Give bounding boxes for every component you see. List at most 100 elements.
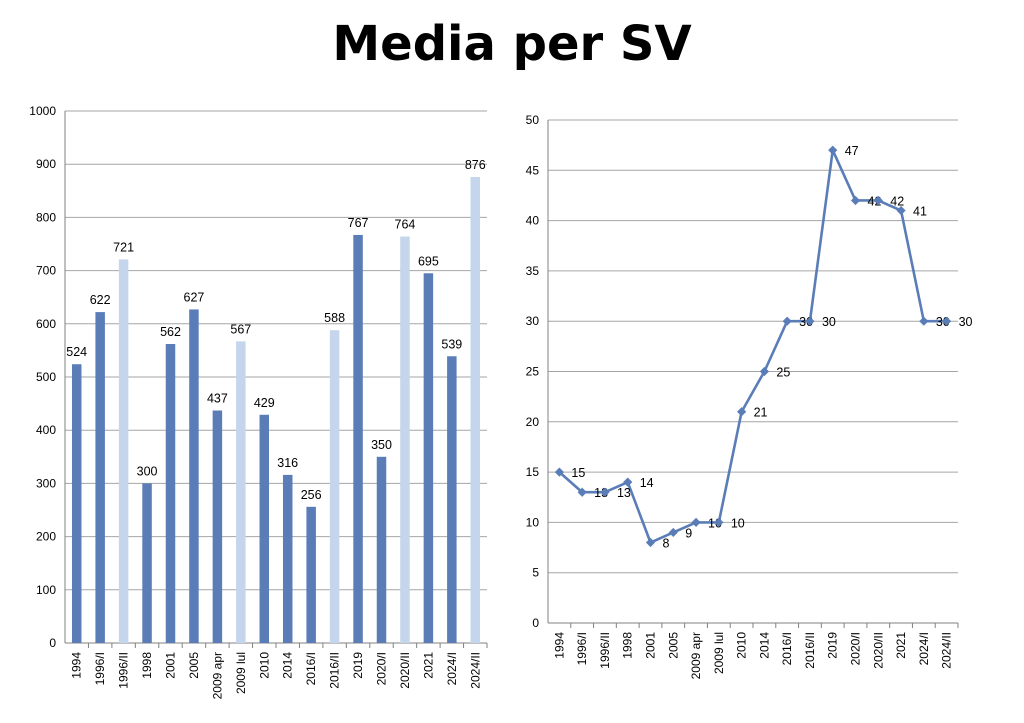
bar-x-tick-label: 2010 <box>257 652 271 679</box>
line-y-tick-label: 10 <box>526 515 540 529</box>
bar <box>118 259 129 643</box>
bar-x-tick-label: 2021 <box>421 652 435 679</box>
line-point-marker <box>645 537 656 548</box>
line-x-tick-label: 2016/I <box>780 632 794 665</box>
bar-data-label: 437 <box>207 392 228 406</box>
bar-data-label: 350 <box>371 438 392 452</box>
page-title: Media per SV <box>332 16 692 72</box>
bar-x-tick-label: 2009 apr <box>210 652 224 699</box>
line-point-marker <box>623 477 633 487</box>
bar-data-label: 429 <box>254 396 275 410</box>
bar-data-label: 721 <box>113 240 134 254</box>
bar-data-label: 627 <box>184 290 205 304</box>
line-point-marker <box>942 316 952 326</box>
bar <box>189 309 199 643</box>
bar-x-tick-label: 2009 lul <box>234 652 248 694</box>
line-x-tick-label: 2010 <box>735 632 749 659</box>
bar-y-tick-label: 400 <box>36 423 56 437</box>
bar <box>165 344 176 643</box>
line-data-label: 8 <box>663 537 670 551</box>
bar <box>376 456 387 643</box>
bar-x-tick-label: 2020/I <box>375 652 389 685</box>
bar-x-tick-label: 2020/II <box>398 652 412 689</box>
bar-y-tick-label: 200 <box>36 530 56 544</box>
bar-x-tick-label: 1996/I <box>93 652 107 685</box>
line-y-tick-label: 30 <box>526 314 540 328</box>
line-y-tick-label: 35 <box>526 264 540 278</box>
line-data-label: 25 <box>776 366 790 380</box>
line-x-tick-label: 1994 <box>552 632 566 659</box>
bar-x-tick-label: 2024/I <box>445 652 459 685</box>
line-x-tick-label: 2014 <box>757 632 771 659</box>
line-x-tick-label: 2009 apr <box>689 632 703 679</box>
bar-data-label: 588 <box>324 311 345 325</box>
bar-y-tick-label: 800 <box>36 210 56 224</box>
bar <box>353 234 363 643</box>
line-y-tick-label: 0 <box>532 616 539 630</box>
line-y-tick-label: 50 <box>526 113 540 127</box>
bar-x-tick-label: 1996/II <box>117 652 131 689</box>
bar-data-label: 539 <box>441 337 462 351</box>
bar-x-tick-label: 2024/II <box>468 652 482 689</box>
line-data-label: 14 <box>640 476 654 490</box>
bar <box>212 410 223 643</box>
line-data-label: 41 <box>913 205 927 219</box>
line-point-marker <box>896 205 906 216</box>
bar-y-tick-label: 300 <box>36 476 56 490</box>
line-x-tick-label: 2020/II <box>871 632 885 669</box>
bar-data-label: 622 <box>90 293 111 307</box>
line-x-tick-label: 2001 <box>644 632 658 659</box>
line-data-label: 30 <box>822 315 836 329</box>
line-x-tick-label: 2019 <box>826 632 840 659</box>
line-y-tick-label: 25 <box>526 365 540 379</box>
bar-x-tick-label: 1994 <box>70 652 84 679</box>
line-x-tick-label: 1996/I <box>575 632 589 665</box>
bar-chart: 0 100 200 300 400 500 600 700 800 900 1000 524 1994 6… <box>29 104 488 699</box>
bar-x-tick-label: 2001 <box>164 652 178 679</box>
bar <box>71 364 82 643</box>
line-x-tick-label: 2024/II <box>940 632 954 669</box>
bar-x-tick-label: 2014 <box>281 652 295 679</box>
bar-y-tick-label: 0 <box>49 636 56 650</box>
line-data-label: 30 <box>959 315 973 329</box>
bar <box>447 356 457 643</box>
bar-data-label: 562 <box>160 325 181 339</box>
bar <box>470 176 481 643</box>
line-data-label: 42 <box>890 194 904 208</box>
line-data-label: 9 <box>685 526 692 540</box>
bar-x-tick-label: 2005 <box>187 652 201 679</box>
line-point-marker <box>577 487 587 497</box>
line-point-marker <box>600 487 610 497</box>
line-point-marker <box>737 407 747 417</box>
line-y-tick-label: 15 <box>526 465 540 479</box>
bar <box>423 273 434 643</box>
line-point-marker <box>850 195 861 206</box>
line-y-tick-label: 40 <box>526 214 540 228</box>
bar-data-label: 876 <box>465 158 486 172</box>
bar <box>282 474 293 643</box>
bar-data-label: 567 <box>230 322 251 336</box>
bar-y-tick-label: 600 <box>36 317 56 331</box>
line-x-tick-label: 2021 <box>894 632 908 659</box>
bar <box>236 341 246 643</box>
line-x-tick-label: 2005 <box>666 632 680 659</box>
line-data-label: 10 <box>731 516 745 530</box>
bar <box>95 312 105 643</box>
bar-data-label: 256 <box>301 488 322 502</box>
line-point-marker <box>759 366 769 377</box>
line-y-tick-label: 5 <box>532 566 539 580</box>
line-y-tick-label: 45 <box>526 163 540 177</box>
bar-x-tick-label: 2016/I <box>304 652 318 685</box>
bar <box>306 506 316 643</box>
line-x-tick-label: 1996/II <box>598 632 612 669</box>
line-point-marker <box>782 316 792 326</box>
bar-y-tick-label: 700 <box>36 264 56 278</box>
line-x-tick-label: 2024/I <box>917 632 931 665</box>
bar <box>259 414 270 643</box>
line-point-marker <box>668 527 678 538</box>
line-data-label: 15 <box>571 466 585 480</box>
line-data-label: 47 <box>845 144 859 158</box>
line-series <box>558 148 947 544</box>
bar-x-tick-label: 2016/II <box>328 652 342 689</box>
